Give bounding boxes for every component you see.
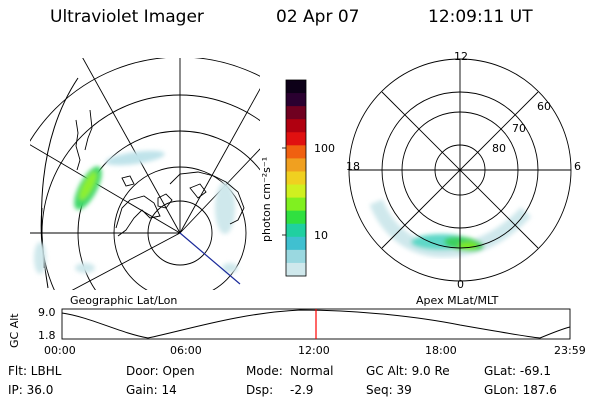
- date-label: 02 Apr 07: [276, 7, 360, 27]
- altitude-xtick-0000: 00:00: [44, 344, 76, 357]
- colorbar-stripe: [286, 236, 306, 251]
- geographic-map: [30, 58, 260, 290]
- geo-map-caption: Geographic Lat/Lon: [70, 294, 178, 307]
- altitude-xtick-1800: 18:00: [425, 344, 457, 357]
- colorbar-stripe: [286, 262, 306, 277]
- glon-info: GLon: 187.6: [484, 383, 557, 397]
- colorbar-tick-10: 10: [314, 229, 328, 242]
- colorbar-stripe: [286, 171, 306, 186]
- seq-info: Seq: 39: [366, 383, 412, 397]
- colorbar-stripes: [286, 80, 306, 277]
- time-label: 12:09:11 UT: [428, 7, 533, 27]
- colorbar-stripe: [286, 132, 306, 146]
- altitude-ytick-1_8: 1.8: [38, 329, 56, 342]
- mode-value: Normal: [290, 364, 334, 378]
- gain-info: Gain: 14: [126, 383, 177, 397]
- mlat-label-70: 70: [512, 122, 526, 135]
- colorbar-stripe: [286, 80, 306, 94]
- mlt-label-12: 12: [454, 50, 468, 63]
- colorbar-unit-label: photon cm⁻²s⁻¹: [260, 156, 273, 242]
- colorbar-stripe: [286, 93, 306, 107]
- gc-alt-info: GC Alt: 9.0 Re: [366, 364, 450, 378]
- polar-aurora-emission: [369, 199, 532, 258]
- colorbar-stripe: [286, 197, 306, 212]
- coastline-outlines: [75, 109, 245, 237]
- colorbar-stripe: [286, 223, 306, 238]
- colorbar-tick-100: 100: [314, 142, 335, 155]
- colorbar: [282, 79, 307, 277]
- dsp-value: -2.9: [290, 383, 314, 397]
- mode-label: Mode:: [246, 364, 283, 378]
- colorbar-stripe: [286, 145, 306, 159]
- altitude-xtick-0600: 06:00: [170, 344, 202, 357]
- altitude-xtick-1200: 12:00: [298, 344, 330, 357]
- colorbar-stripe: [286, 184, 306, 199]
- colorbar-stripe: [286, 119, 306, 133]
- mlat-label-80: 80: [492, 142, 506, 155]
- polar-map-caption: Apex MLat/MLT: [416, 294, 499, 307]
- altitude-ytick-9: 9.0: [38, 306, 56, 319]
- polar-mlat-mlt-map: [348, 58, 572, 282]
- door-info: Door: Open: [126, 364, 195, 378]
- satellite-track: [179, 232, 241, 285]
- colorbar-stripe: [286, 210, 306, 225]
- ip-info: IP: 36.0: [8, 383, 54, 397]
- mlat-label-60: 60: [537, 100, 551, 113]
- dsp-label: Dsp:: [246, 383, 274, 397]
- mlt-label-0: 0: [457, 278, 464, 291]
- glat-info: GLat: -69.1: [484, 364, 551, 378]
- altitude-ylabel: GC Alt: [8, 313, 21, 348]
- filter-info: Flt: LBHL: [8, 364, 62, 378]
- colorbar-stripe: [286, 158, 306, 172]
- colorbar-stripe: [286, 106, 306, 120]
- altitude-plot: [61, 308, 571, 340]
- colorbar-stripe: [286, 249, 306, 264]
- app-title: Ultraviolet Imager: [50, 7, 204, 27]
- altitude-xtick-2359: 23:59: [554, 344, 586, 357]
- mlt-label-6: 6: [574, 160, 581, 173]
- mlt-label-18: 18: [346, 160, 360, 173]
- geo-aurora-emission: [34, 150, 238, 274]
